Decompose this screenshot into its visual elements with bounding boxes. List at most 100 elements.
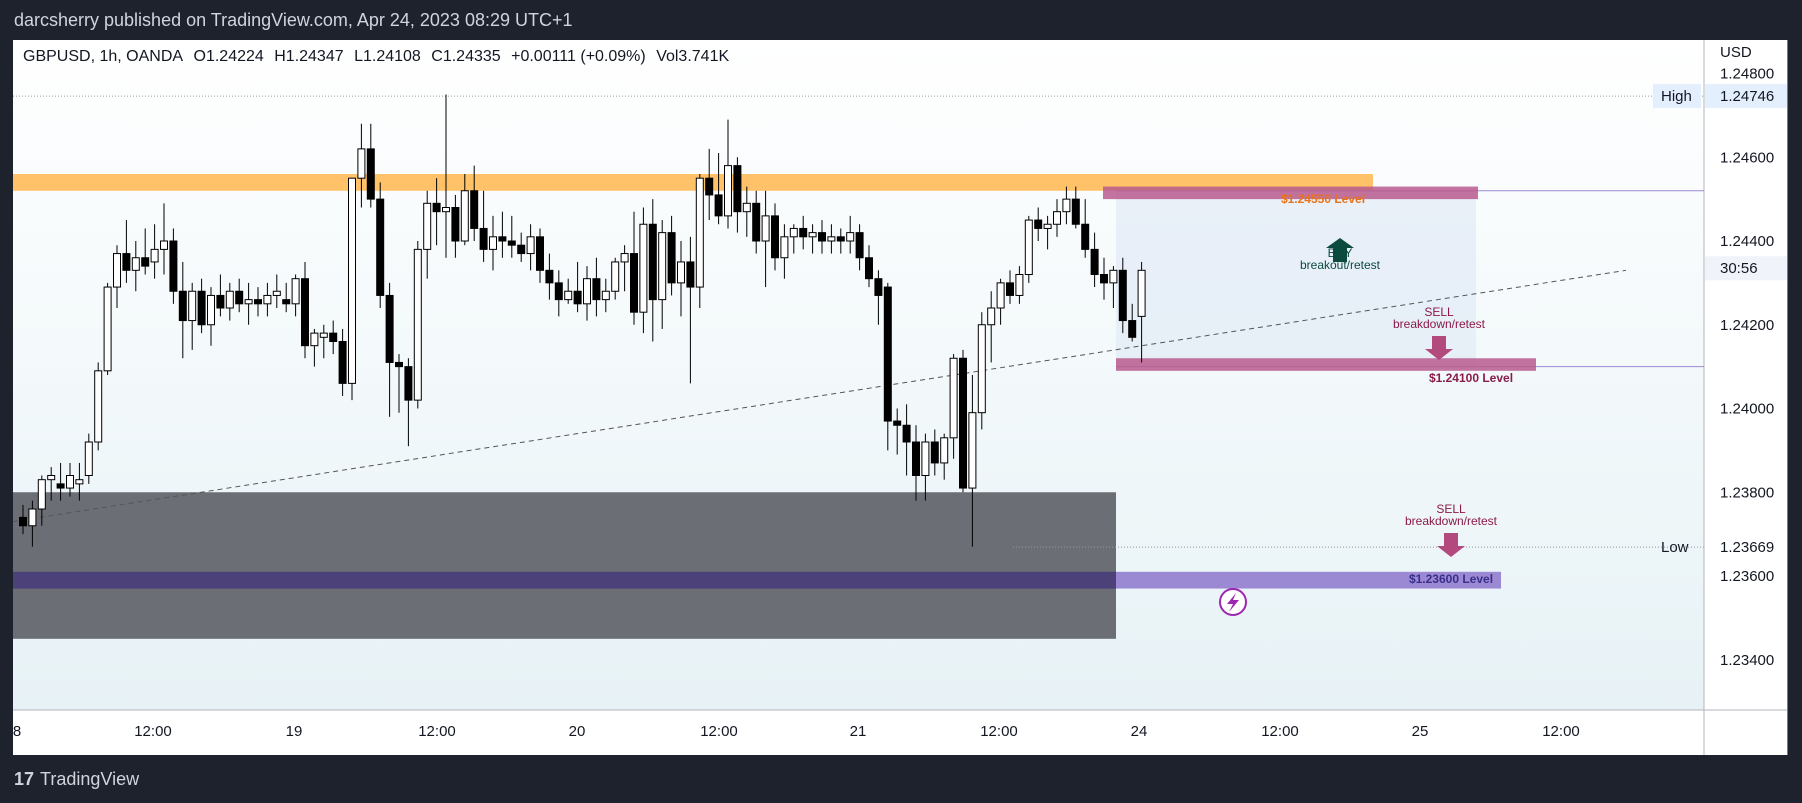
candle-down[interactable] (451, 207, 460, 242)
candle-down[interactable] (178, 290, 187, 322)
candle-down[interactable] (1100, 274, 1108, 284)
candle-down[interactable] (714, 194, 723, 217)
candle-down[interactable] (902, 424, 911, 443)
candle-down[interactable] (216, 294, 225, 309)
level-1-24100-label[interactable]: $1.24100 Level (1429, 371, 1513, 385)
candle-down[interactable] (554, 282, 563, 301)
candle-up[interactable] (113, 253, 121, 288)
candle-up[interactable] (263, 294, 272, 305)
candle-down[interactable] (329, 332, 338, 342)
candle-up[interactable] (28, 508, 37, 527)
bar-countdown[interactable]: 30:56 (1720, 260, 1758, 277)
candle-down[interactable] (1081, 223, 1090, 250)
candle-up[interactable] (131, 257, 140, 271)
buy-title[interactable]: BUY (1328, 246, 1353, 260)
candle-down[interactable] (771, 215, 779, 259)
candle-up[interactable] (357, 148, 366, 179)
candle-up[interactable] (225, 290, 234, 309)
sell-title[interactable]: SELL (1424, 305, 1454, 319)
candle-down[interactable] (282, 299, 291, 305)
candle-down[interactable] (404, 366, 413, 401)
candle-up[interactable] (987, 307, 996, 326)
candle-up[interactable] (84, 441, 93, 476)
candle-up[interactable] (460, 190, 469, 242)
chart-pane[interactable]: $1.24550 Level BUY breakout/retest SELL brea… (13, 40, 1788, 755)
candle-down[interactable] (479, 227, 488, 250)
candle-up[interactable] (968, 412, 977, 489)
footer-brand[interactable]: TradingView (40, 769, 140, 789)
candle-up[interactable] (310, 332, 319, 347)
candle-up[interactable] (1053, 211, 1061, 225)
candle-up[interactable] (348, 177, 356, 384)
sell-arrow-icon[interactable] (1437, 533, 1465, 557)
candle-up[interactable] (658, 232, 667, 301)
sell-subtitle[interactable]: breakdown/retest (1393, 317, 1486, 331)
candle-up[interactable] (789, 227, 798, 238)
candle-up[interactable] (1024, 219, 1033, 275)
candle-down[interactable] (385, 294, 394, 363)
candle-up[interactable] (160, 240, 168, 250)
candle-down[interactable] (799, 227, 808, 238)
candle-down[interactable] (959, 357, 967, 489)
candle-down[interactable] (517, 244, 526, 255)
candle-up[interactable] (413, 248, 422, 401)
candle-down[interactable] (19, 516, 27, 527)
candle-down[interactable] (169, 240, 178, 292)
candle-down[interactable] (301, 278, 309, 347)
candle-down[interactable] (836, 236, 845, 242)
candle-up[interactable] (639, 223, 648, 313)
candle-up[interactable] (37, 479, 46, 510)
candle-up[interactable] (742, 202, 751, 213)
candle-down[interactable] (733, 165, 742, 213)
candle-up[interactable] (808, 232, 817, 238)
candle-up[interactable] (188, 290, 197, 322)
candle-up[interactable] (846, 232, 855, 242)
sell-arrow-icon[interactable] (1425, 336, 1453, 360)
candle-up[interactable] (564, 290, 573, 301)
candle-up[interactable] (940, 437, 949, 464)
candle-down[interactable] (883, 286, 892, 422)
candle-down[interactable] (1006, 282, 1014, 296)
candle-up[interactable] (244, 299, 253, 305)
candle-down[interactable] (686, 261, 695, 288)
candle-up[interactable] (761, 215, 770, 242)
candle-up[interactable] (1062, 198, 1071, 213)
candle-down[interactable] (536, 236, 544, 271)
tradingview-logo-icon[interactable]: 17 (14, 769, 35, 789)
candle-down[interactable] (432, 202, 441, 213)
candle-down[interactable] (498, 236, 507, 242)
candle-up[interactable] (921, 441, 930, 476)
candle-down[interactable] (855, 232, 864, 259)
candle-down[interactable] (874, 278, 883, 296)
sell-title[interactable]: SELL (1436, 502, 1466, 516)
candle-down[interactable] (254, 299, 262, 305)
candle-up[interactable] (611, 261, 620, 292)
candle-up[interactable] (291, 278, 300, 305)
candle-up[interactable] (780, 236, 789, 259)
candle-down[interactable] (865, 257, 873, 280)
candle-up[interactable] (1043, 223, 1052, 229)
candle-up[interactable] (319, 332, 328, 338)
candle-down[interactable] (235, 290, 244, 305)
candle-down[interactable] (1034, 219, 1043, 229)
candle-down[interactable] (507, 240, 516, 246)
candle-up[interactable] (75, 479, 84, 485)
candle-down[interactable] (122, 253, 131, 271)
candle-up[interactable] (489, 236, 497, 250)
candle-down[interactable] (1128, 320, 1137, 338)
level-1-23600-label[interactable]: $1.23600 Level (1409, 572, 1493, 586)
candle-up[interactable] (1109, 269, 1118, 284)
candle-up[interactable] (103, 286, 112, 372)
candle-up[interactable] (977, 324, 986, 414)
candle-up[interactable] (150, 248, 159, 263)
candle-down[interactable] (893, 420, 902, 426)
candle-down[interactable] (930, 441, 939, 464)
candle-down[interactable] (56, 483, 65, 489)
candle-up[interactable] (66, 475, 74, 489)
candle-down[interactable] (1071, 198, 1080, 225)
candle-up[interactable] (272, 290, 281, 296)
sell-subtitle[interactable]: breakdown/retest (1405, 514, 1498, 528)
buy-arrow-icon[interactable] (1326, 238, 1354, 262)
candle-down[interactable] (818, 232, 826, 242)
candle-down[interactable] (573, 290, 582, 305)
